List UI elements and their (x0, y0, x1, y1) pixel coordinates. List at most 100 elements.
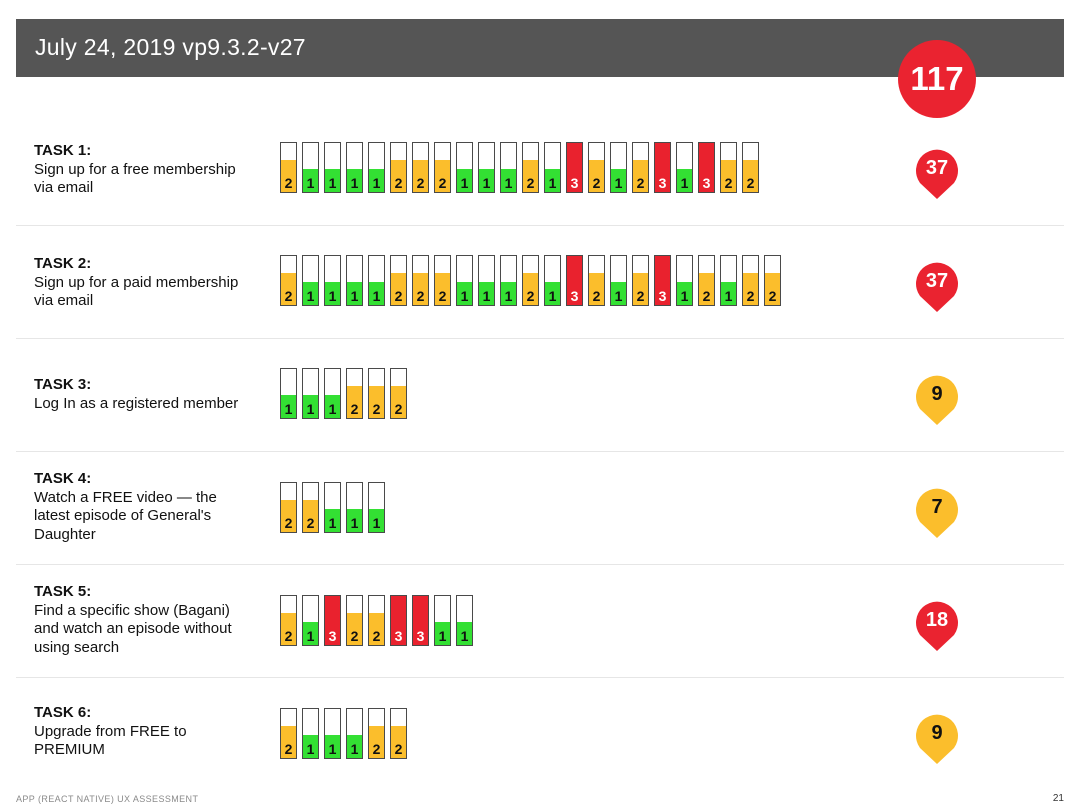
score-bar-label: 1 (724, 288, 733, 304)
task-label: TASK 1: (34, 142, 92, 159)
score-bar-label: 3 (416, 628, 425, 644)
score-bar: 2 (390, 255, 407, 306)
score-bar-fill (655, 256, 670, 305)
score-bar-label: 1 (504, 288, 513, 304)
score-bar-fill (765, 273, 780, 305)
score-bar-label: 2 (394, 288, 403, 304)
score-bar: 2 (434, 255, 451, 306)
task-row: TASK 6: Upgrade from FREE to PREMIUM 2 1 1 1 2… (16, 677, 1064, 790)
score-bar-label: 2 (306, 515, 315, 531)
score-bar-fill (369, 386, 384, 418)
score-bar-fill (325, 394, 340, 418)
task-total-pin-icon: 9 (915, 372, 959, 426)
score-bar-fill (677, 168, 692, 192)
score-bar-fill (391, 726, 406, 758)
task-total: 7 (931, 495, 943, 518)
score-bar: 2 (368, 595, 385, 646)
score-bar-label: 1 (438, 628, 447, 644)
score-bar-label: 1 (548, 175, 557, 191)
score-bar-fill (347, 613, 362, 645)
score-bar-label: 1 (328, 175, 337, 191)
score-bar-label: 2 (592, 175, 601, 191)
score-bar: 2 (412, 142, 429, 193)
task-total: 37 (925, 269, 949, 292)
task-total-pin-icon: 7 (915, 485, 959, 539)
score-bar-fill (281, 273, 296, 305)
score-bar-label: 2 (350, 628, 359, 644)
score-bar: 1 (610, 255, 627, 306)
page-title: July 24, 2019 vp9.3.2-v27 (35, 34, 306, 60)
task-total-pin-icon: 9 (915, 711, 959, 765)
score-bar-label: 2 (438, 175, 447, 191)
score-bar-label: 2 (284, 175, 293, 191)
score-bar-label: 2 (438, 288, 447, 304)
task-row: TASK 2: Sign up for a paid membership via… (16, 225, 1064, 339)
score-bar-label: 2 (350, 401, 359, 417)
task-label: TASK 5: (34, 583, 92, 600)
score-bar-label: 1 (482, 175, 491, 191)
score-bar-label: 3 (570, 175, 579, 191)
score-bar-fill (743, 273, 758, 305)
task-text: TASK 1: Sign up for a free membership via… (34, 142, 274, 198)
score-bar: 1 (456, 142, 473, 193)
score-bar-fill (655, 143, 670, 192)
score-bar-fill (391, 160, 406, 192)
score-bar-label: 1 (680, 288, 689, 304)
score-bar-label: 1 (306, 401, 315, 417)
score-bar-label: 2 (702, 288, 711, 304)
score-bar-fill (567, 143, 582, 192)
score-bar-label: 3 (394, 628, 403, 644)
score-bar-label: 1 (614, 288, 623, 304)
score-bar-fill (699, 143, 714, 192)
score-bar-fill (457, 621, 472, 645)
score-bar: 1 (368, 482, 385, 533)
score-bar-label: 2 (526, 288, 535, 304)
score-bar-label: 1 (350, 288, 359, 304)
score-bar-label: 1 (306, 628, 315, 644)
score-bar-label: 1 (372, 175, 381, 191)
score-bar: 1 (346, 482, 363, 533)
score-bar: 1 (324, 255, 341, 306)
score-bar: 2 (522, 142, 539, 193)
score-bar-label: 2 (394, 741, 403, 757)
score-bar-label: 2 (284, 288, 293, 304)
score-bar-fill (369, 613, 384, 645)
score-bar: 1 (676, 255, 693, 306)
score-bar: 1 (324, 368, 341, 419)
score-bar-label: 2 (284, 515, 293, 531)
score-bar: 2 (390, 708, 407, 759)
score-bar: 2 (302, 482, 319, 533)
score-bar-fill (589, 160, 604, 192)
score-bar-fill (413, 160, 428, 192)
score-bar-fill (391, 596, 406, 645)
score-bar-fill (721, 160, 736, 192)
score-bar: 2 (280, 142, 297, 193)
task-label: TASK 2: (34, 255, 92, 272)
score-bar: 3 (390, 595, 407, 646)
score-bar-label: 1 (460, 628, 469, 644)
score-bar: 1 (324, 482, 341, 533)
task-total-pin-icon: 37 (915, 259, 959, 313)
score-bar-label: 1 (680, 175, 689, 191)
score-bar-fill (369, 168, 384, 192)
task-description: Upgrade from FREE to PREMIUM (34, 722, 187, 759)
score-bar: 1 (478, 255, 495, 306)
score-bar-label: 2 (416, 288, 425, 304)
score-bar-label: 2 (394, 401, 403, 417)
score-bar: 2 (390, 142, 407, 193)
score-bar-label: 1 (482, 288, 491, 304)
score-bar: 2 (390, 368, 407, 419)
score-bar-label: 2 (416, 175, 425, 191)
score-bar-label: 1 (306, 288, 315, 304)
score-bar: 2 (280, 482, 297, 533)
score-bar-fill (325, 596, 340, 645)
score-bar-fill (281, 613, 296, 645)
score-bar-fill (479, 168, 494, 192)
score-bar-label: 1 (328, 741, 337, 757)
task-total: 9 (931, 721, 943, 744)
score-bar: 2 (434, 142, 451, 193)
score-bar-label: 2 (746, 175, 755, 191)
score-bar-label: 1 (614, 175, 623, 191)
